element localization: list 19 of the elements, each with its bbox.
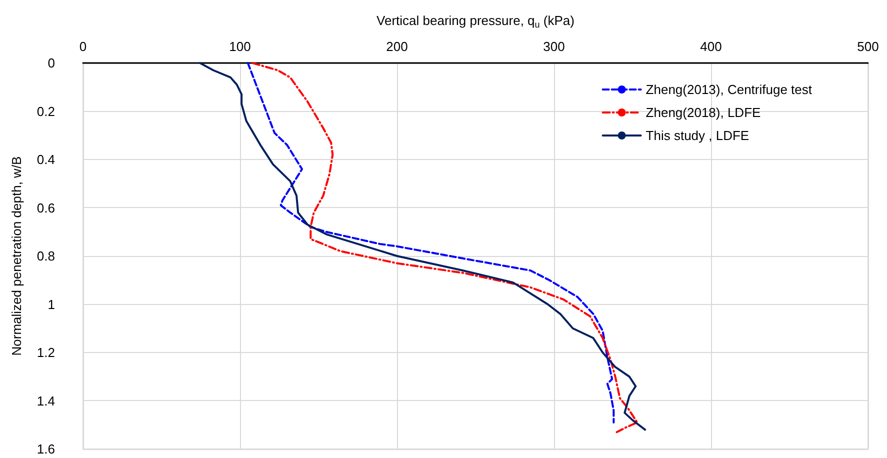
x-tick-label: 500 xyxy=(857,39,879,54)
y-axis-title: Normalized penetration depth, w/B xyxy=(9,156,24,356)
x-tick-label: 0 xyxy=(79,39,87,54)
y-tick-label: 0 xyxy=(48,56,55,70)
y-tick-label: 1.6 xyxy=(36,442,55,456)
legend-label: This study , LDFE xyxy=(646,128,750,143)
y-tick-label: 0.6 xyxy=(36,200,55,216)
legend-label: Zheng(2013), Centrifuge test xyxy=(646,82,812,97)
y-tick-label: 0.8 xyxy=(36,248,55,264)
x-tick-label: 200 xyxy=(386,39,408,54)
y-tick-label: 0.2 xyxy=(36,104,55,119)
y-tick-label: 1 xyxy=(48,296,55,312)
legend-label: Zheng(2018), LDFE xyxy=(646,105,762,120)
x-tick-label: 400 xyxy=(700,39,722,54)
x-tick-label: 100 xyxy=(229,39,251,54)
y-tick-label: 1.2 xyxy=(36,345,55,360)
x-tick-label: 300 xyxy=(543,39,565,54)
y-tick-label: 0.4 xyxy=(36,152,55,167)
y-tick-label: 1.4 xyxy=(36,393,55,408)
